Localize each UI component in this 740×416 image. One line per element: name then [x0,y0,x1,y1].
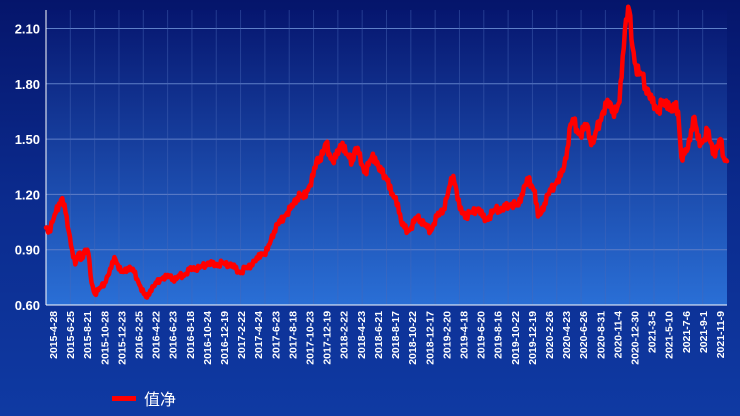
x-tick-label: 2021-3-5 [647,311,659,353]
legend-label: 值净 [144,390,176,409]
x-tick-label: 2017-4-24 [253,311,265,359]
y-tick-label: 0.90 [15,243,40,258]
x-tick-label: 2018-12-17 [424,311,436,365]
x-tick-label: 2016-4-22 [151,311,163,359]
x-tick-label: 2018-10-22 [407,311,419,365]
x-tick-label: 2017-6-23 [270,311,282,359]
x-tick-label: 2015-6-25 [65,311,77,359]
x-tick-label: 2020-11-4 [612,311,624,358]
x-tick-label: 2015-8-21 [82,311,94,359]
y-axis-ticks: 0.60 0.90 1.20 1.50 1.80 2.10 [15,21,40,313]
x-tick-label: 2020-8-31 [595,311,607,359]
legend-swatch [112,396,136,401]
x-tick-label: 2020-4-23 [561,311,573,359]
x-tick-label: 2016-8-18 [185,311,197,359]
x-tick-label: 2017-8-18 [287,311,299,359]
x-tick-label: 2021-5-10 [664,311,676,359]
x-tick-label: 2017-12-19 [322,311,334,365]
x-tick-label: 2021-7-6 [681,311,693,353]
x-tick-label: 2019-2-20 [441,311,453,359]
x-tick-label: 2016-2-25 [134,311,146,359]
x-tick-label: 2019-10-22 [510,311,522,365]
x-tick-label: 2018-4-23 [356,311,368,359]
y-tick-label: 1.50 [15,132,40,147]
series-layer [43,4,730,300]
legend: 值净 [112,390,176,409]
x-tick-label: 2015-12-23 [116,311,128,365]
x-tick-label: 2019-12-19 [527,311,539,365]
x-tick-label: 2021-11-9 [715,311,727,358]
x-tick-label: 2015-4-28 [48,311,60,359]
x-tick-label: 2020-2-26 [544,311,556,359]
x-tick-label: 2019-8-16 [493,311,505,359]
x-tick-label: 2017-10-23 [305,311,317,365]
x-tick-label: 2016-12-19 [219,311,231,365]
plot-background [46,10,727,305]
plot-area [46,10,727,305]
x-tick-label: 2020-12-30 [630,311,642,365]
series-line-0 [43,4,730,300]
x-tick-label: 2018-2-22 [339,311,351,359]
x-tick-label: 2019-4-18 [459,311,471,359]
x-tick-label: 2018-8-17 [390,311,402,359]
x-tick-label: 2016-10-24 [202,311,214,365]
x-axis-ticks: 2015-4-28 2015-6-25 2015-8-21 2015-10-28 201… [48,311,727,365]
x-tick-label: 2021-9-1 [698,311,710,353]
x-tick-label: 2015-10-28 [99,311,111,365]
x-tick-label: 2016-6-23 [168,311,180,359]
y-tick-label: 1.20 [15,187,40,202]
x-tick-label: 2020-6-26 [578,311,590,359]
x-tick-label: 2018-6-21 [373,311,385,359]
x-tick-label: 2019-6-20 [476,311,488,359]
grid-lines [45,10,727,306]
y-tick-label: 0.60 [15,298,40,313]
x-tick-label: 2017-2-22 [236,311,248,359]
y-tick-label: 2.10 [15,21,40,36]
y-tick-label: 1.80 [15,77,40,92]
